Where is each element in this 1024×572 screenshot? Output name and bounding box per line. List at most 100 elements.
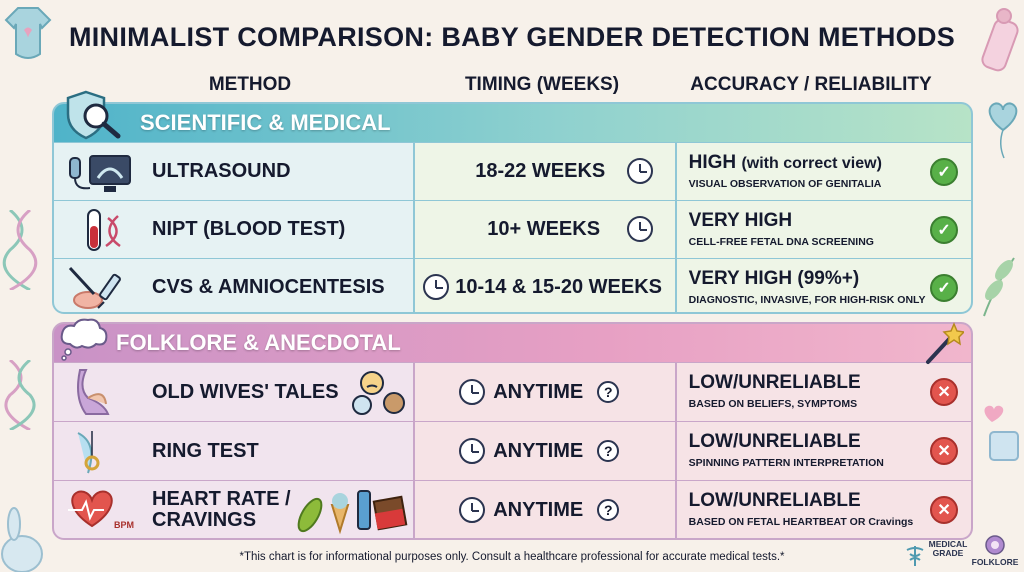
- pregnant-belly-icon: [77, 369, 110, 415]
- column-header-method: METHOD: [208, 74, 292, 95]
- timing-value: ANYTIME: [493, 498, 584, 521]
- accuracy-cell: LOW/UNRELIABLE SPINNING PATTERN INTERPRE…: [676, 422, 971, 480]
- section-label: SCIENTIFIC & MEDICAL: [140, 110, 391, 135]
- brand-folklore: FOLKLORE: [971, 557, 1019, 567]
- thought-cloud-icon: [60, 318, 108, 361]
- dna-decoration-lower: [4, 360, 36, 430]
- timing-value: 10+ WEEKS: [487, 218, 601, 240]
- brand-medical-grade: MEDICAL GRADE: [926, 540, 970, 558]
- clock-icon: [459, 497, 486, 523]
- section-scientific-medical: SCIENTIFIC & MEDICAL ULTRASOUND 18-22 WE…: [52, 102, 973, 314]
- baby-onesie-decoration: [4, 7, 52, 59]
- accuracy-description: VISUAL OBSERVATION OF GENITALIA: [688, 178, 882, 190]
- bpm-label: BPM: [114, 520, 134, 530]
- table-row-nipt: NIPT (BLOOD TEST) 10+ WEEKS VERY HIGH CE…: [54, 201, 971, 258]
- table-row-old-wives-tales: OLD WIVES' TALES ANYTIME ? LOW/UNRELIABL…: [54, 363, 971, 421]
- leaf-decoration: [983, 257, 1015, 317]
- accuracy-extra-text: (with correct view): [741, 155, 882, 172]
- accuracy-description: CELL-FREE FETAL DNA SCREENING: [688, 236, 874, 248]
- timing-value: ANYTIME: [493, 380, 584, 403]
- accuracy-level: VERY HIGH: [688, 210, 793, 231]
- timing-cell: ANYTIME ?: [415, 363, 675, 421]
- method-name: ULTRASOUND: [152, 160, 291, 182]
- method-cell: OLD WIVES' TALES: [54, 363, 414, 421]
- timing-cell: 18-22 WEEKS: [415, 143, 675, 200]
- footnote: *This chart is for informational purpose…: [239, 551, 785, 563]
- column-header-timing: TIMING (WEEKS): [464, 74, 620, 95]
- folklore-flower-icon: [985, 535, 1005, 555]
- ring-pendulum-icon: [77, 431, 100, 474]
- shield-magnifier-icon: [66, 90, 121, 140]
- thinking-faces-icon: [352, 371, 405, 415]
- accuracy-description: BASED ON BELIEFS, SYMPTOMS: [688, 398, 858, 410]
- syringe-icon: [68, 266, 121, 309]
- timing-value: 10-14 & 15-20 WEEKS: [455, 276, 662, 298]
- column-header-accuracy: ACCURACY / RELIABILITY: [690, 74, 932, 95]
- accuracy-cell: VERY HIGH (99%+) DIAGNOSTIC, INVASIVE, F…: [676, 259, 971, 312]
- method-name-line2: CRAVINGS: [152, 509, 257, 531]
- method-name: RING TEST: [152, 439, 259, 462]
- section-folklore-anecdotal: FOLKLORE & ANECDOTAL OLD WIVES' TALES AN…: [52, 322, 973, 540]
- clock-icon: [459, 379, 486, 405]
- method-cell: CVS & AMNIOCENTESIS: [54, 259, 414, 312]
- table-row-ultrasound: ULTRASOUND 18-22 WEEKS HIGH (with correc…: [54, 143, 971, 200]
- accuracy-description: SPINNING PATTERN INTERPRETATION: [688, 457, 884, 469]
- accuracy-level: HIGH (with correct view): [689, 152, 882, 174]
- method-cell: ULTRASOUND: [54, 143, 414, 200]
- question-mark-icon: ?: [597, 381, 620, 403]
- timing-cell: 10+ WEEKS: [415, 201, 675, 258]
- cross-icon: ✕: [930, 437, 959, 465]
- dna-decoration: [2, 210, 38, 290]
- cravings-food-icon: [297, 490, 408, 535]
- blood-tube-dna-icon: [87, 209, 121, 251]
- accuracy-cell: LOW/UNRELIABLE BASED ON BELIEFS, SYMPTOM…: [676, 363, 971, 421]
- timing-cell: ANYTIME ?: [415, 422, 675, 480]
- heart-bpm-icon: BPM: [68, 490, 134, 530]
- method-name: OLD WIVES' TALES: [152, 380, 339, 403]
- timing-value: 18-22 WEEKS: [475, 160, 606, 182]
- accuracy-level: LOW/UNRELIABLE: [688, 431, 861, 452]
- heart-balloon-decoration: [988, 102, 1018, 159]
- accuracy-cell: LOW/UNRELIABLE BASED ON FETAL HEARTBEAT …: [676, 481, 971, 538]
- clock-icon: [423, 274, 450, 300]
- gift-hearts-decoration: [984, 405, 1019, 461]
- checkmark-icon: ✓: [930, 158, 959, 186]
- brand-medical-line1: MEDICAL: [928, 539, 968, 549]
- accuracy-level: VERY HIGH (99%+): [688, 268, 860, 289]
- checkmark-icon: ✓: [930, 216, 959, 244]
- method-name: HEART RATE / CRAVINGS: [152, 481, 291, 538]
- accuracy-cell: HIGH (with correct view) VISUAL OBSERVAT…: [676, 143, 971, 200]
- medical-caduceus-icon: [906, 546, 924, 566]
- accuracy-level: LOW/UNRELIABLE: [688, 490, 861, 511]
- method-cell: BPM HEART RATE / CRAVINGS: [54, 481, 414, 538]
- section-label: FOLKLORE & ANECDOTAL: [116, 330, 401, 355]
- cross-icon: ✕: [930, 378, 959, 406]
- accuracy-description: BASED ON FETAL HEARTBEAT OR Cravings: [688, 516, 914, 528]
- question-mark-icon: ?: [597, 440, 620, 462]
- magic-wand-icon: [926, 322, 964, 364]
- section-header-scientific: SCIENTIFIC & MEDICAL: [54, 104, 971, 142]
- accuracy-cell: VERY HIGH CELL-FREE FETAL DNA SCREENING …: [676, 201, 971, 258]
- timing-value: ANYTIME: [493, 439, 584, 462]
- brand-medical-line2: GRADE: [932, 548, 964, 558]
- baby-bottle-decoration: [981, 8, 1019, 72]
- method-cell: NIPT (BLOOD TEST): [54, 201, 414, 258]
- method-name-line1: HEART RATE /: [152, 488, 291, 510]
- clock-icon: [627, 216, 654, 242]
- ultrasound-monitor-icon: [69, 155, 131, 192]
- clock-icon: [627, 158, 654, 184]
- accuracy-description: DIAGNOSTIC, INVASIVE, FOR HIGH-RISK ONLY: [688, 294, 926, 306]
- table-row-cvs: CVS & AMNIOCENTESIS 10-14 & 15-20 WEEKS …: [54, 259, 971, 312]
- checkmark-icon: ✓: [930, 274, 959, 302]
- question-mark-icon: ?: [597, 499, 620, 521]
- section-header-folklore: FOLKLORE & ANECDOTAL: [54, 324, 971, 362]
- timing-cell: 10-14 & 15-20 WEEKS: [415, 259, 675, 312]
- method-cell: RING TEST: [54, 422, 414, 480]
- clock-icon: [459, 438, 486, 464]
- cross-icon: ✕: [930, 496, 959, 524]
- timing-cell: ANYTIME ?: [415, 481, 675, 538]
- page-title: MINIMALIST COMPARISON: BABY GENDER DETEC…: [68, 22, 956, 52]
- accuracy-level: LOW/UNRELIABLE: [688, 372, 861, 393]
- table-row-ring-test: RING TEST ANYTIME ? LOW/UNRELIABLE SPINN…: [54, 422, 971, 480]
- method-name: NIPT (BLOOD TEST): [152, 218, 346, 240]
